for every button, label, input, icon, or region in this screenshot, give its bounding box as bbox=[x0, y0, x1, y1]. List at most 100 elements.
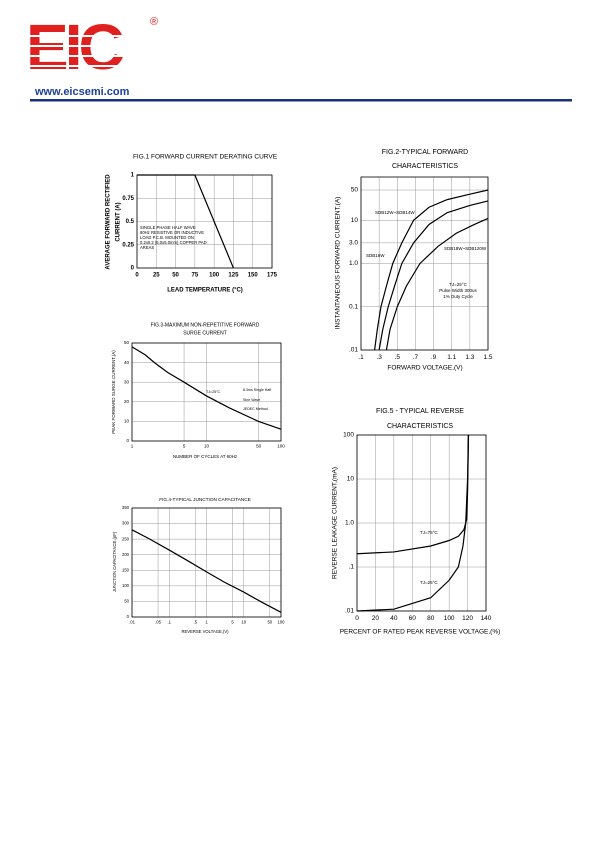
y-axis-label: REVERSE LEAKAGE CURRENT,(mA) bbox=[332, 467, 339, 579]
x-tick-label: 75 bbox=[192, 273, 199, 279]
x-axis-label: FORWARD VOLTAGE,(V) bbox=[387, 365, 462, 372]
x-tick-label: 0 bbox=[135, 273, 139, 279]
x-tick-label: 25 bbox=[153, 273, 160, 279]
x-tick-label: 1 bbox=[205, 619, 208, 624]
y-tick-label: 100 bbox=[343, 432, 354, 439]
x-tick-label: 140 bbox=[481, 615, 492, 622]
chart-title: CHARACTERISTICS bbox=[387, 423, 453, 430]
x-tick-label: 20 bbox=[372, 615, 380, 622]
x-tick-label: .05 bbox=[155, 619, 161, 624]
annotation: 60Hz RESISTIVE OR INDUCTIVE bbox=[140, 230, 204, 235]
annotation: TJ=25°C bbox=[206, 390, 221, 394]
x-tick-label: 5 bbox=[183, 444, 186, 449]
plot-frame bbox=[136, 174, 273, 269]
plot-frame bbox=[360, 176, 489, 351]
x-tick-label: .1 bbox=[168, 619, 172, 624]
y-tick-label: 50 bbox=[124, 599, 129, 604]
series-label: SDB16W bbox=[366, 253, 385, 258]
x-tick-label: 100 bbox=[209, 273, 220, 279]
y-tick-label: 10 bbox=[347, 476, 355, 483]
x-tick-label: 1.3 bbox=[465, 354, 474, 361]
y-tick-label: 1 bbox=[131, 173, 135, 179]
y-axis-label: INSTANTANEOUS FORWARD CURRENT,(A) bbox=[335, 197, 342, 330]
y-axis-label: JUNCTION CAPACITANCE,(pF) bbox=[112, 531, 117, 592]
x-tick-label: 1 bbox=[131, 444, 134, 449]
y-tick-label: 30 bbox=[124, 379, 130, 384]
y-tick-label: 150 bbox=[122, 567, 130, 572]
chart-title: FIG.1 FORWARD CURRENT DERATING CURVE bbox=[133, 154, 278, 161]
x-tick-label: 150 bbox=[248, 273, 259, 279]
x-tick-label: 1.5 bbox=[483, 354, 492, 361]
chart-title: FIG.3-MAXIMUM NON-REPETITIVE FORWARD bbox=[151, 322, 260, 328]
data-line bbox=[131, 346, 282, 430]
y-tick-label: 250 bbox=[122, 536, 130, 541]
x-tick-label: 120 bbox=[462, 615, 473, 622]
y-tick-label: 0.1 bbox=[349, 303, 358, 310]
x-tick-label: .7 bbox=[413, 354, 419, 361]
data-line bbox=[356, 434, 470, 612]
x-axis-label: REVERSE VOLTAGE,(V) bbox=[181, 629, 229, 634]
data-line bbox=[131, 529, 282, 613]
y-tick-label: 0.75 bbox=[122, 196, 134, 202]
y-tick-label: .01 bbox=[349, 347, 358, 354]
logo-stripes bbox=[24, 35, 152, 67]
series-label: SDB18W~SDB120W bbox=[444, 246, 487, 251]
y-axis-label: PEAK FORWARD SURGE CURRENT,(A) bbox=[111, 350, 116, 434]
series-label: TJ=25°C bbox=[420, 580, 438, 585]
y-tick-label: .1 bbox=[349, 564, 355, 571]
annotation: JEDEC Method bbox=[243, 407, 268, 411]
data-line bbox=[356, 434, 470, 555]
y-tick-label: 40 bbox=[124, 360, 130, 365]
y-tick-label: 1.0 bbox=[345, 520, 354, 527]
x-tick-label: 125 bbox=[228, 273, 239, 279]
y-tick-label: 50 bbox=[351, 187, 359, 194]
x-tick-label: 10 bbox=[204, 444, 210, 449]
x-axis-label: NUMBER OF CYCLES AT 60Hz bbox=[173, 454, 238, 459]
plot-frame bbox=[131, 507, 282, 618]
y-tick-label: 0.25 bbox=[122, 242, 134, 248]
x-tick-label: 50 bbox=[172, 273, 179, 279]
x-tick-label: 60 bbox=[409, 615, 417, 622]
annotation: AREAS bbox=[140, 245, 154, 250]
y-tick-label: 10 bbox=[124, 419, 130, 424]
x-tick-label: 50 bbox=[267, 619, 272, 624]
y-tick-label: 0 bbox=[127, 614, 130, 619]
y-tick-label: 0.5 bbox=[126, 219, 135, 225]
chart-title: FIG.2-TYPICAL FORWARD bbox=[382, 149, 468, 156]
y-tick-label: 0 bbox=[126, 438, 129, 443]
y-tick-label: 1.0 bbox=[349, 260, 358, 267]
series-label: SDB12W~SDB14W bbox=[375, 210, 415, 215]
annotation: Pulse Width 300us bbox=[439, 288, 477, 293]
annotation: SINGLE PHASE HALF WAVE bbox=[140, 225, 196, 230]
data-line bbox=[385, 217, 489, 351]
annotation: LOAD P.C.B. MOUNTED ON bbox=[140, 235, 194, 240]
website: www.eicsemi.com bbox=[34, 86, 130, 98]
x-tick-label: 175 bbox=[267, 273, 278, 279]
y-tick-label: 3.0 bbox=[349, 240, 358, 247]
y-tick-label: 50 bbox=[124, 340, 130, 345]
x-axis-label: PERCENT OF RATED PEAK REVERSE VOLTAGE,(%… bbox=[340, 629, 501, 636]
y-tick-label: 0 bbox=[131, 266, 135, 272]
x-tick-label: 40 bbox=[390, 615, 398, 622]
series-label: TJ=75°C bbox=[420, 530, 438, 535]
x-tick-label: .9 bbox=[431, 354, 437, 361]
registered-mark: ® bbox=[150, 16, 158, 28]
annotation: 1% Duty Cycle bbox=[443, 294, 473, 299]
header-rule bbox=[30, 99, 572, 102]
x-tick-label: 5 bbox=[231, 619, 234, 624]
x-tick-label: .1 bbox=[358, 354, 364, 361]
x-tick-label: 100 bbox=[444, 615, 455, 622]
x-tick-label: 100 bbox=[278, 619, 286, 624]
x-tick-label: 80 bbox=[427, 615, 435, 622]
x-tick-label: 100 bbox=[277, 444, 285, 449]
x-tick-label: 10 bbox=[241, 619, 246, 624]
x-tick-label: 50 bbox=[256, 444, 262, 449]
y-tick-label: 300 bbox=[122, 521, 130, 526]
data-line bbox=[137, 174, 234, 269]
plot-frame bbox=[131, 342, 282, 442]
annotation: 0.2x0.2 (5.0x5.0mm) COPPER PAD bbox=[140, 240, 207, 245]
x-tick-label: .3 bbox=[376, 354, 382, 361]
chart-title: CHARACTERISTICS bbox=[392, 163, 458, 170]
